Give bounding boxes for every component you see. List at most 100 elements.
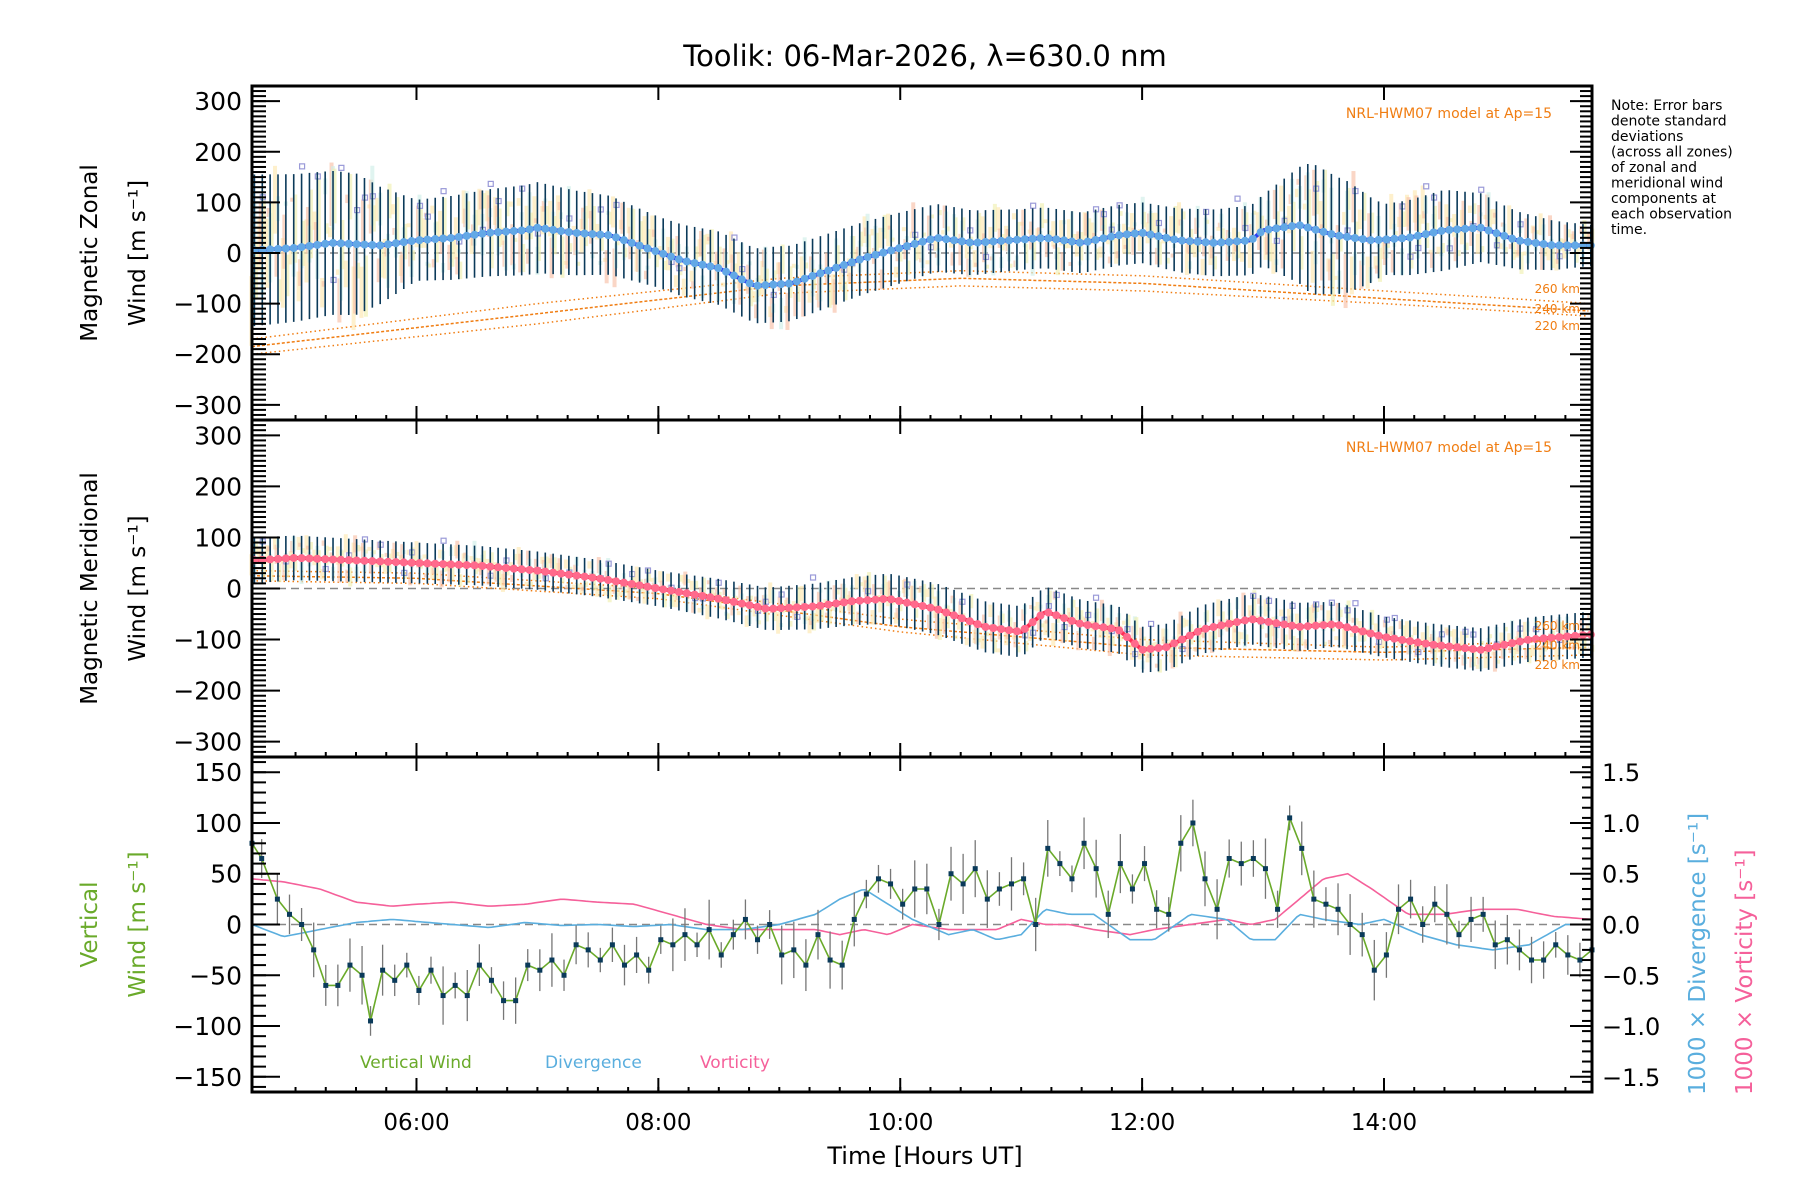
zone-box <box>557 558 562 574</box>
zone-box <box>835 245 840 271</box>
mean-wind-marker <box>957 614 966 623</box>
note-line: (across all zones) <box>1611 145 1733 161</box>
zone-box <box>1554 648 1559 662</box>
zone-box <box>360 199 365 247</box>
zone-box <box>406 223 411 228</box>
mean-wind-marker <box>1146 230 1155 239</box>
zone-box <box>1121 223 1126 254</box>
zone-box <box>780 244 785 274</box>
zone-box <box>722 588 727 596</box>
zone-box <box>937 209 942 216</box>
zone-box <box>1173 649 1178 668</box>
zone-box <box>1181 618 1186 628</box>
zone-box <box>540 206 545 235</box>
zone-box <box>587 189 592 219</box>
y-tick-label: 100 <box>194 523 242 552</box>
zone-box <box>1016 221 1021 241</box>
x-tick-label: 12:00 <box>1109 1110 1175 1136</box>
mean-wind-marker <box>423 559 432 568</box>
mean-wind-marker <box>1036 611 1045 620</box>
mean-wind-marker <box>1547 241 1556 250</box>
zone-box <box>1571 231 1576 240</box>
zone-box <box>591 205 596 233</box>
vertical-wind-point <box>1541 957 1547 963</box>
chart-title: Toolik: 06-Mar-2026, λ=630.0 nm <box>682 39 1166 73</box>
zone-box <box>831 605 836 611</box>
mean-wind-marker <box>950 611 959 620</box>
mean-wind-marker <box>1083 237 1092 246</box>
zone-box <box>1511 646 1516 661</box>
zone-box <box>678 260 683 276</box>
mean-wind-marker <box>596 230 605 239</box>
zone-box <box>1456 250 1461 257</box>
zone-box <box>555 195 560 235</box>
zone-box <box>1540 245 1545 270</box>
zone-box <box>533 218 538 223</box>
right-tick-label: 1.5 <box>1602 759 1640 787</box>
mean-wind-marker <box>627 580 636 589</box>
zone-box <box>384 552 389 557</box>
zone-box <box>529 581 534 586</box>
zone-box <box>1343 254 1348 309</box>
zone-box <box>1508 244 1513 249</box>
zone-box <box>1495 659 1500 664</box>
zone-box <box>1320 224 1325 281</box>
zone-box <box>321 540 326 546</box>
vertical-wind-point <box>1323 901 1329 907</box>
mean-wind-marker <box>329 238 338 247</box>
mean-wind-marker <box>635 241 644 250</box>
vertical-wind-point <box>779 952 785 958</box>
mean-wind-marker <box>399 238 408 247</box>
vertical-wind-point <box>1190 820 1196 826</box>
mean-wind-marker <box>1060 614 1069 623</box>
zone-box <box>1244 634 1249 642</box>
zone-box <box>1495 232 1500 250</box>
zone-box <box>1375 265 1380 274</box>
mean-wind-marker <box>1012 627 1021 636</box>
zone-box <box>1177 623 1182 647</box>
zone-box <box>996 648 1001 653</box>
mean-wind-marker <box>1075 238 1084 247</box>
zone-box <box>984 632 989 637</box>
mean-wind-marker <box>407 558 416 567</box>
zone-box <box>914 608 919 618</box>
vertical-wind-point <box>286 911 292 917</box>
mean-wind-marker <box>879 248 888 257</box>
zone-box <box>1342 211 1347 225</box>
mean-wind-marker <box>1099 234 1108 243</box>
vertical-wind-point <box>311 947 317 953</box>
vertical-wind-point <box>742 916 748 922</box>
zone-box <box>423 573 428 578</box>
zone-box <box>749 283 754 307</box>
zone-box <box>1365 256 1370 289</box>
vertical-wind-point <box>1420 922 1426 927</box>
zone-box <box>1327 259 1332 281</box>
zone-box <box>584 581 589 588</box>
zone-box <box>1071 599 1076 608</box>
zone-box <box>1401 625 1406 644</box>
right-tick-label: −0.5 <box>1602 962 1660 990</box>
zone-box <box>439 570 444 588</box>
zone-box <box>1055 247 1060 276</box>
mean-wind-marker <box>478 229 487 238</box>
right-tick-label: 1.0 <box>1602 810 1640 838</box>
zone-box <box>438 210 443 244</box>
zone-box <box>1008 263 1013 268</box>
vertical-wind-point <box>1335 906 1341 912</box>
zone-box <box>1076 630 1081 651</box>
vertical-wind-point <box>730 932 736 938</box>
zone-box <box>508 201 513 207</box>
zone-box <box>1177 202 1182 234</box>
zone-box <box>1165 257 1170 264</box>
model-height-label: 220 km <box>1535 319 1580 333</box>
zone-box <box>1310 250 1315 283</box>
zone-box <box>1291 635 1296 651</box>
zone-box <box>348 567 353 587</box>
vertical-wind-point <box>924 886 930 892</box>
zone-box <box>611 196 616 228</box>
zone-box <box>631 576 636 581</box>
y-tick-label: 100 <box>194 188 242 217</box>
mean-wind-marker <box>612 233 621 242</box>
mean-wind-marker <box>1083 621 1092 630</box>
mean-wind-marker <box>1405 637 1414 646</box>
